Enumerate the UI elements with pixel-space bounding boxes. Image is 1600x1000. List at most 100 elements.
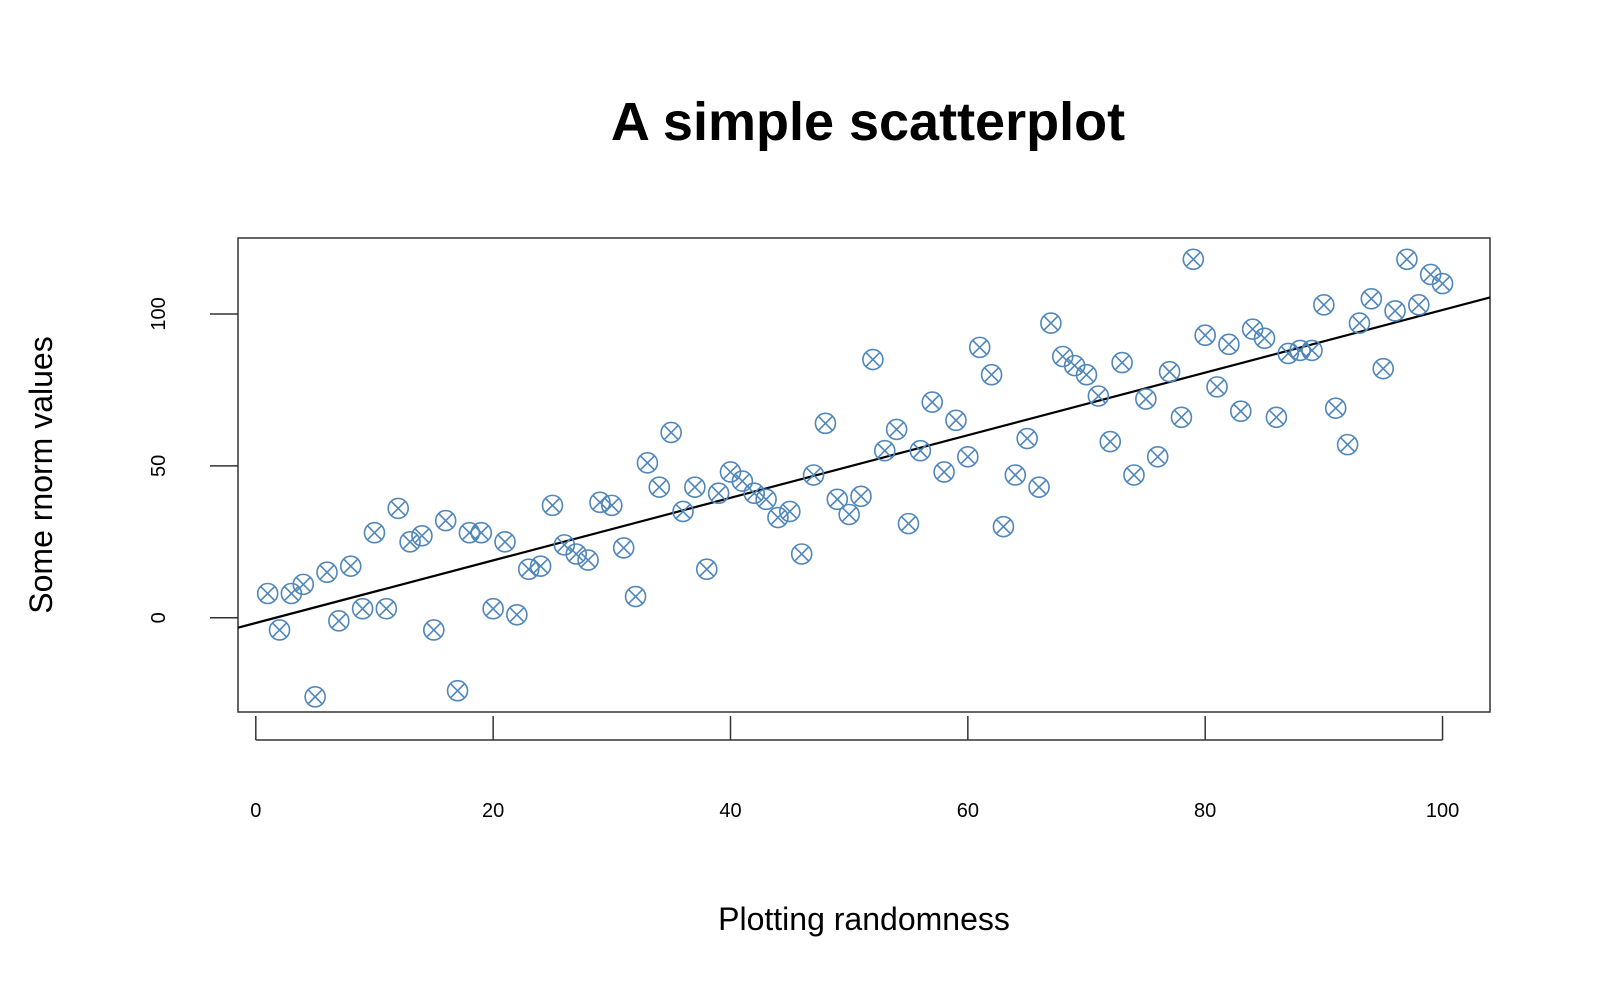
data-point [1348, 312, 1371, 334]
data-point [790, 543, 813, 565]
data-point [980, 363, 1003, 386]
x-tick-label: 80 [1194, 800, 1216, 822]
data-point [873, 439, 896, 462]
data-point [339, 555, 362, 577]
data-point [1229, 400, 1252, 422]
data-point [1218, 333, 1240, 356]
data-point [1075, 363, 1098, 386]
data-point [399, 531, 421, 553]
data-point [921, 391, 944, 413]
data-point [814, 412, 837, 435]
data-point [743, 482, 766, 505]
data-point [470, 521, 493, 544]
data-point [529, 555, 552, 577]
y-axis: 0 50 100 [148, 297, 238, 623]
data-point [482, 597, 504, 620]
data-point [541, 494, 564, 517]
x-axis-label: Plotting randomness [718, 901, 1010, 937]
data-point [1170, 406, 1193, 429]
data-point [957, 445, 979, 468]
data-point [1313, 294, 1335, 316]
data-point [945, 409, 967, 432]
data-point [1123, 464, 1145, 486]
data-point [1004, 464, 1027, 486]
data-point [707, 482, 730, 505]
data-points [256, 248, 1454, 708]
data-point [755, 488, 777, 511]
data-point [411, 524, 433, 547]
data-point [1289, 339, 1311, 362]
data-point [1407, 294, 1430, 316]
data-point [1360, 287, 1383, 310]
data-point [292, 573, 315, 596]
x-tick-label: 60 [957, 800, 979, 822]
chart-title: A simple scatterplot [611, 92, 1125, 152]
data-point [316, 561, 338, 584]
data-point [992, 515, 1015, 538]
data-point [1028, 476, 1050, 498]
data-point [767, 506, 789, 529]
data-point [779, 500, 801, 523]
data-point [862, 348, 884, 371]
data-point [351, 597, 374, 620]
data-point [494, 531, 516, 553]
y-tick-label: 50 [148, 455, 170, 477]
data-point [1099, 430, 1122, 453]
data-point [1384, 300, 1406, 322]
data-point [458, 521, 481, 544]
x-tick-label: 100 [1426, 800, 1459, 822]
data-point [1324, 397, 1347, 419]
data-point [1040, 312, 1062, 334]
y-tick-label: 0 [148, 612, 170, 623]
data-point [885, 418, 908, 441]
data-point [1194, 324, 1216, 347]
data-point [423, 619, 445, 641]
y-axis-label: Some rnorm values [23, 336, 59, 613]
data-point [1431, 272, 1454, 295]
data-point [363, 521, 386, 544]
data-point [601, 494, 623, 517]
data-point [506, 603, 528, 626]
data-point [838, 503, 860, 526]
data-point [1182, 248, 1205, 271]
data-point [1336, 433, 1359, 456]
data-point [624, 585, 647, 608]
data-point [446, 679, 469, 702]
data-point [1051, 345, 1074, 368]
data-point [1265, 406, 1288, 429]
data-point [695, 558, 718, 580]
data-point [1016, 427, 1038, 450]
data-point [1087, 385, 1110, 407]
data-point [612, 537, 635, 559]
x-tick-label: 20 [482, 800, 504, 822]
data-point [1253, 327, 1276, 350]
data-point [802, 464, 825, 486]
data-point [909, 439, 932, 462]
data-point [1146, 445, 1169, 468]
data-point [434, 509, 457, 532]
data-point [1396, 248, 1418, 271]
data-point [1111, 351, 1133, 374]
data-point [850, 485, 872, 508]
y-tick-label: 100 [148, 297, 170, 330]
data-point [1158, 360, 1181, 383]
data-point [328, 610, 350, 632]
data-point [1301, 339, 1323, 362]
data-point [565, 543, 588, 565]
data-point [636, 452, 659, 474]
data-point [660, 421, 682, 444]
data-point [684, 476, 706, 498]
data-point [268, 619, 291, 641]
data-point [387, 497, 410, 520]
regression-line [237, 296, 1491, 629]
data-point [933, 461, 955, 483]
data-point [375, 597, 398, 620]
data-point [577, 549, 599, 571]
x-axis: 0 20 40 60 80 100 [250, 716, 1459, 822]
data-point [897, 512, 920, 535]
data-point [304, 686, 326, 708]
data-point [968, 336, 991, 359]
data-point [648, 476, 671, 498]
data-point [1372, 357, 1394, 380]
plot-frame [237, 237, 1491, 713]
